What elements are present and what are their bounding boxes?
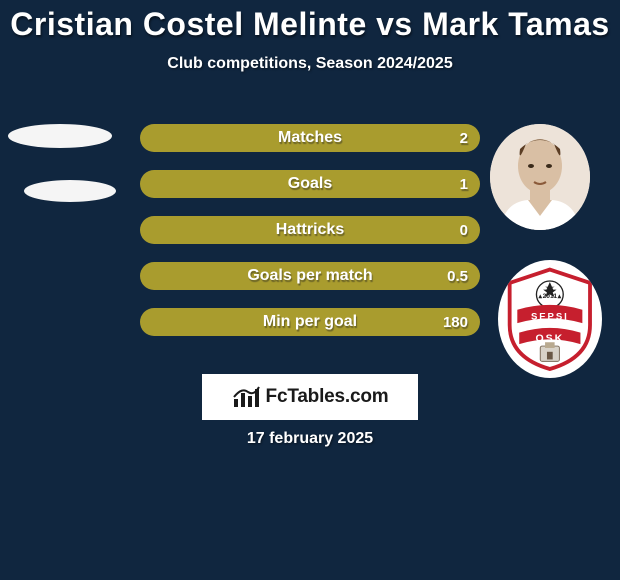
stat-bar-label: Goals xyxy=(140,175,480,193)
stat-bar-value: 2 xyxy=(460,130,468,147)
page-title: Cristian Costel Melinte vs Mark Tamas xyxy=(0,0,620,43)
right-player-club-badge: 2011 SEPSI OSK xyxy=(498,260,602,378)
left-player-placeholder-1 xyxy=(8,124,112,148)
stat-bar-value: 180 xyxy=(443,314,468,331)
stat-bar: Matches2 xyxy=(140,124,480,152)
stat-bar: Goals per match0.5 xyxy=(140,262,480,290)
stat-bar-value: 1 xyxy=(460,176,468,193)
stat-bar-value: 0.5 xyxy=(447,268,468,285)
left-player-placeholder-2 xyxy=(24,180,116,202)
stat-bar-label: Goals per match xyxy=(140,267,480,285)
bar-chart-icon xyxy=(232,385,260,409)
stat-bar: Hattricks0 xyxy=(140,216,480,244)
svg-text:SEPSI: SEPSI xyxy=(531,311,569,322)
footer-date: 17 february 2025 xyxy=(0,430,620,448)
stat-bar-label: Min per goal xyxy=(140,313,480,331)
right-player-photo xyxy=(490,124,590,230)
stat-bar-value: 0 xyxy=(460,222,468,239)
stat-bar: Min per goal180 xyxy=(140,308,480,336)
fctables-logo-text: FcTables.com xyxy=(266,386,389,408)
stats-bars: Matches2Goals1Hattricks0Goals per match0… xyxy=(140,124,480,354)
page-subtitle: Club competitions, Season 2024/2025 xyxy=(0,55,620,73)
stat-bar-label: Matches xyxy=(140,129,480,147)
svg-text:2011: 2011 xyxy=(543,293,558,300)
fctables-logo: FcTables.com xyxy=(202,374,418,420)
stat-bar-label: Hattricks xyxy=(140,221,480,239)
stat-bar: Goals1 xyxy=(140,170,480,198)
